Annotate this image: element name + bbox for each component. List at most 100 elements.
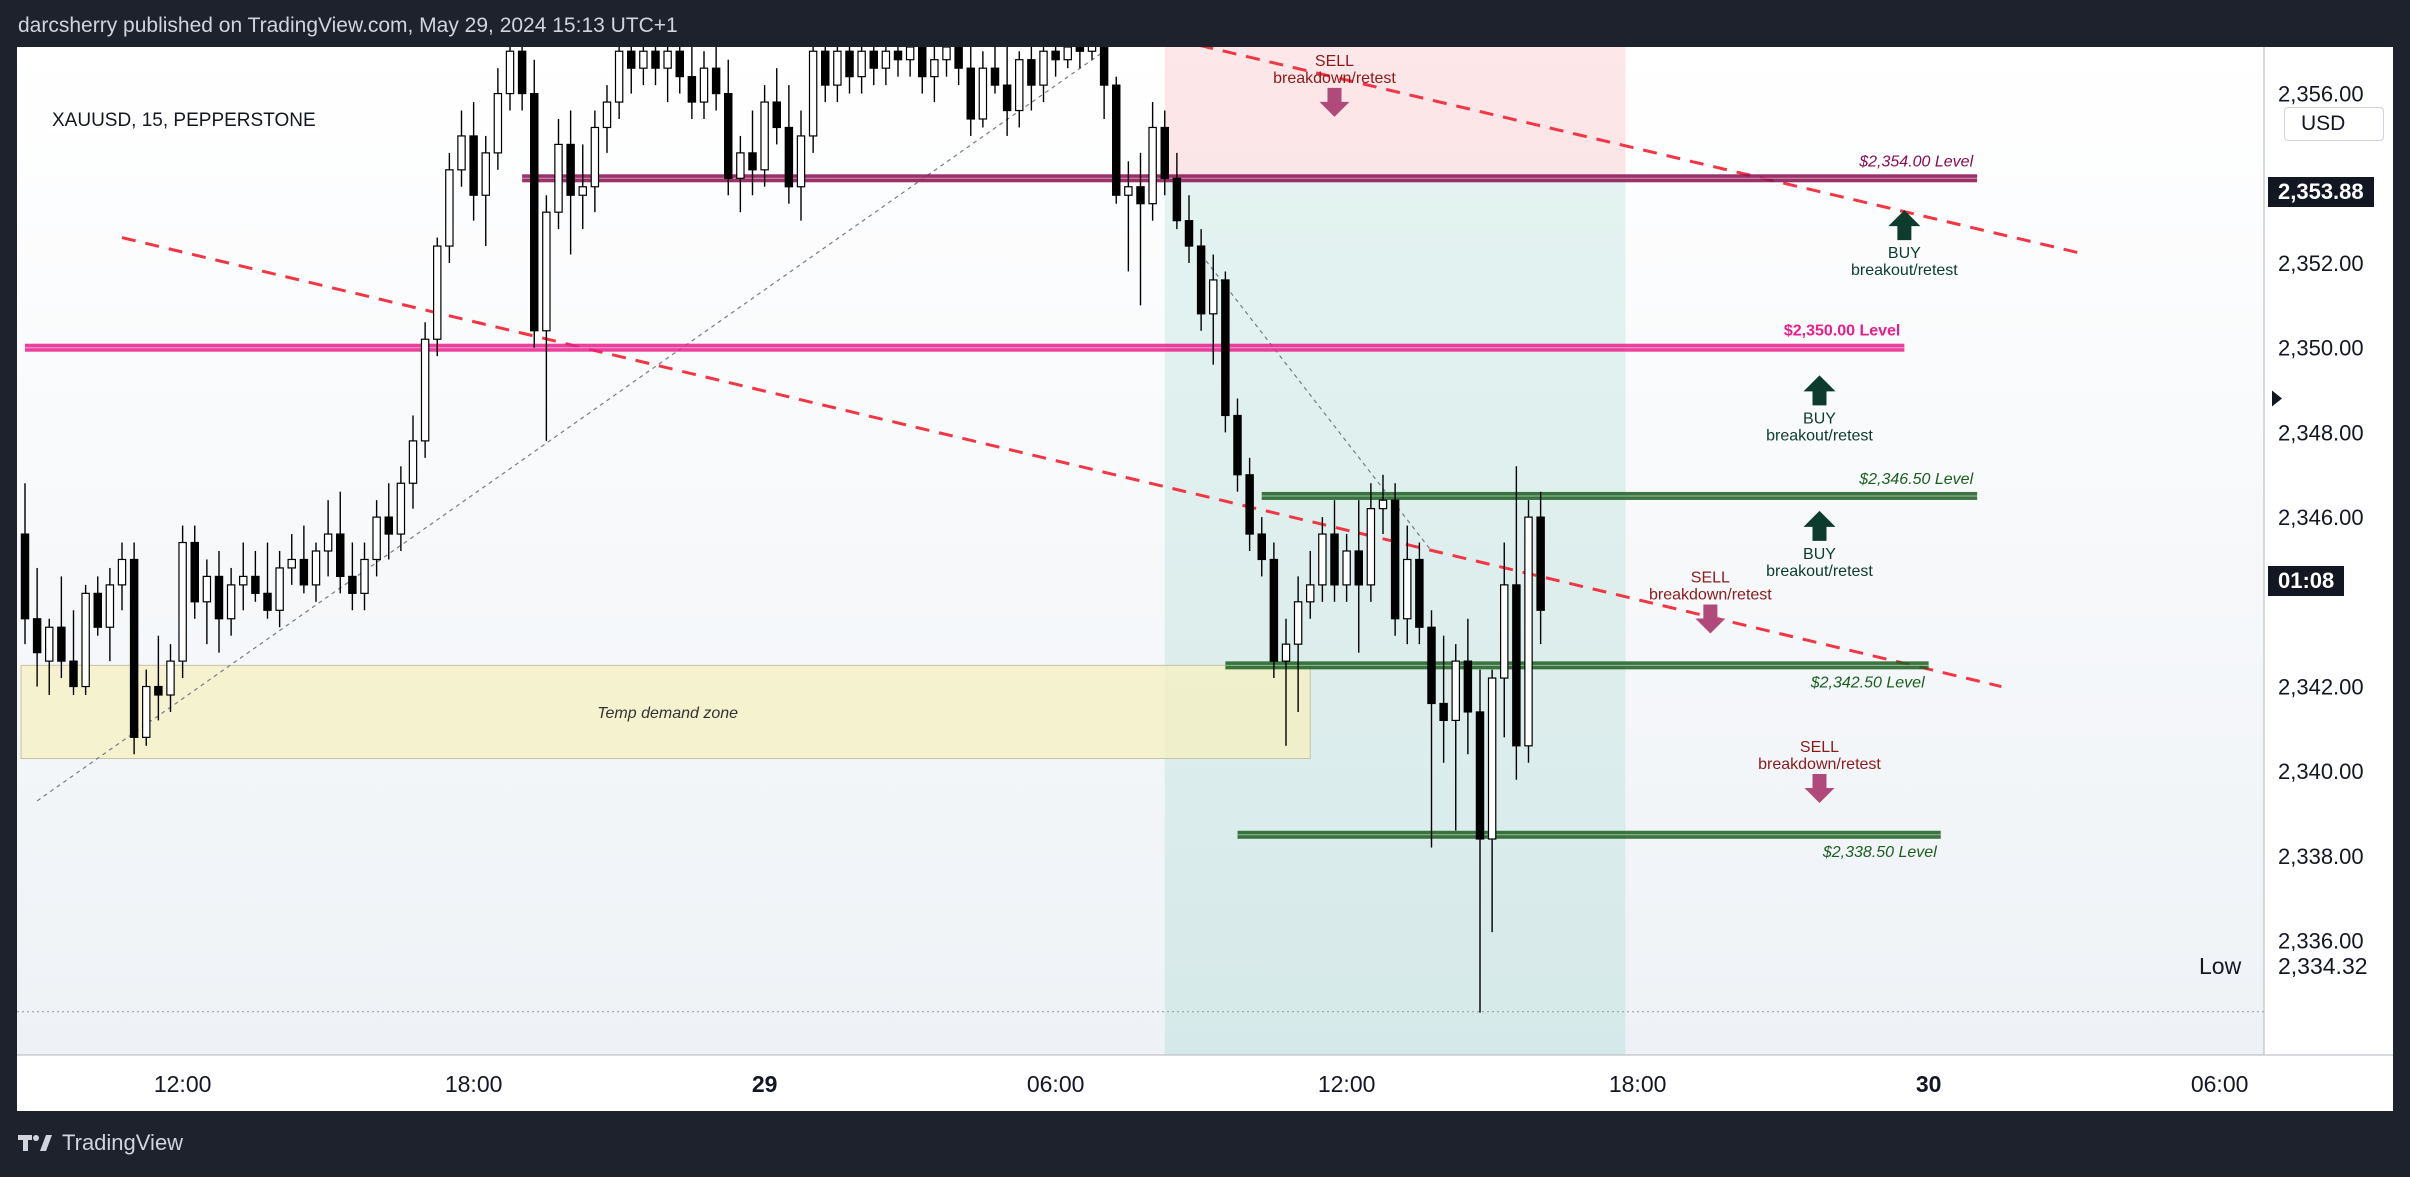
candle-body: [954, 47, 963, 69]
candle-body: [966, 67, 975, 120]
candle-body: [1512, 584, 1521, 747]
candle-body: [542, 211, 551, 332]
candle-body: [687, 76, 697, 103]
candle-body: [1366, 508, 1376, 586]
arrow-up-icon: [1803, 510, 1836, 541]
position-stop-zone: [1164, 47, 1626, 179]
candle-body: [1524, 516, 1533, 747]
candle-body: [1172, 177, 1182, 222]
level-label: $2,350.00 Level: [1784, 323, 1901, 340]
candle-body: [214, 575, 224, 620]
sell-sublabel: breakdown/retest: [1273, 70, 1396, 87]
candle-body: [1015, 59, 1024, 112]
candle-body: [1536, 516, 1545, 611]
candle-body: [808, 50, 818, 137]
sell-label: SELL: [1691, 570, 1730, 587]
candle-body: [178, 541, 187, 662]
buy-sublabel: breakout/retest: [1851, 262, 1958, 279]
candle-body: [627, 50, 636, 69]
buy-sublabel: breakout/retest: [1766, 563, 1873, 580]
candle-body: [711, 67, 721, 95]
demand-zone-label: Temp demand zone: [597, 705, 738, 722]
candle-body: [1027, 59, 1036, 86]
price-axis: [2264, 47, 2393, 1055]
price-tick-label: 2,340.00: [2278, 759, 2364, 784]
time-tick-label: 12:00: [154, 1071, 212, 1097]
candle-body: [287, 558, 296, 569]
buy-label: BUY: [1888, 245, 1921, 262]
price-tick-label: 2,342.00: [2278, 675, 2364, 700]
arrow-down-icon: [1804, 773, 1835, 803]
candle-body: [1269, 558, 1279, 662]
arrow-up-icon: [1803, 375, 1836, 406]
low-label: Low: [2199, 953, 2242, 979]
candle-body: [833, 50, 842, 86]
candle-body: [1051, 50, 1060, 61]
scroll-right-icon: [2272, 390, 2282, 407]
candle-body: [457, 135, 466, 171]
candle-body: [1293, 601, 1303, 645]
candle-body: [142, 685, 151, 738]
trendline: [1199, 47, 2087, 256]
chart-frame: Temp demand zone $2,354.00 Level $2,350.00…: [17, 47, 2393, 1111]
price-tick-label: 2,338.00: [2278, 844, 2364, 869]
candle-body: [117, 558, 127, 586]
candle-body: [81, 592, 90, 688]
candle-body: [1463, 660, 1473, 713]
candle-body: [942, 47, 951, 61]
candle-body: [1257, 533, 1266, 561]
candle-body: [1500, 584, 1509, 679]
trendline: [36, 47, 1112, 802]
candle-body: [772, 101, 781, 129]
time-tick-label: 18:00: [445, 1071, 503, 1097]
currency-button[interactable]: USD: [2284, 107, 2384, 141]
candle-body: [1160, 126, 1169, 179]
price-tick-label: 2,350.00: [2278, 336, 2364, 361]
chart-canvas[interactable]: Temp demand zone $2,354.00 Level $2,350.00…: [17, 47, 2393, 1111]
price-tick-label: 2,356.00: [2278, 82, 2364, 107]
candle-body: [336, 533, 345, 578]
arrow-down-icon: [1695, 604, 1726, 634]
candle-body: [348, 575, 357, 594]
candle-body: [32, 618, 42, 654]
candle-body: [1039, 50, 1048, 86]
candle-body: [323, 533, 333, 552]
candle-body: [1390, 499, 1400, 620]
arrow-down-icon: [1319, 87, 1350, 117]
candle-body: [166, 660, 175, 696]
candle-body: [202, 575, 212, 603]
candle-body: [1245, 474, 1254, 535]
candle-body: [736, 152, 745, 179]
candle-body: [226, 584, 236, 620]
candle-body: [663, 50, 672, 69]
candle-body: [69, 660, 78, 688]
top-bar: darcsherry published on TradingView.com,…: [0, 0, 2410, 47]
candle-body: [554, 143, 563, 213]
demand-zone: [20, 664, 1311, 760]
time-tick-label: 12:00: [1318, 1071, 1376, 1097]
candle-body: [299, 558, 309, 586]
sell-label: SELL: [1315, 53, 1354, 70]
symbol-label[interactable]: XAUUSD, 15, PEPPERSTONE: [48, 110, 320, 132]
candle-body: [857, 50, 866, 78]
candle-body: [1099, 47, 1109, 86]
candle-body: [845, 50, 854, 78]
candle-body: [1233, 414, 1242, 476]
candle-body: [45, 626, 54, 662]
candle-body: [129, 558, 139, 738]
candle-body: [1439, 702, 1448, 722]
candle-body: [1196, 245, 1206, 315]
candle-body: [566, 143, 575, 196]
candle-body: [1063, 47, 1072, 61]
candle-body: [1318, 533, 1327, 586]
candle-body: [1124, 186, 1133, 196]
candle-body: [408, 440, 418, 484]
buy-sublabel: breakout/retest: [1766, 427, 1873, 444]
candle-body: [530, 92, 539, 332]
candle-body: [748, 152, 757, 171]
level-label: $2,354.00 Level: [1858, 153, 1973, 170]
candle-body: [978, 67, 988, 120]
candle-body: [433, 245, 442, 340]
candle-body: [190, 541, 199, 603]
tradingview-logo[interactable]: TradingView: [18, 1130, 183, 1156]
